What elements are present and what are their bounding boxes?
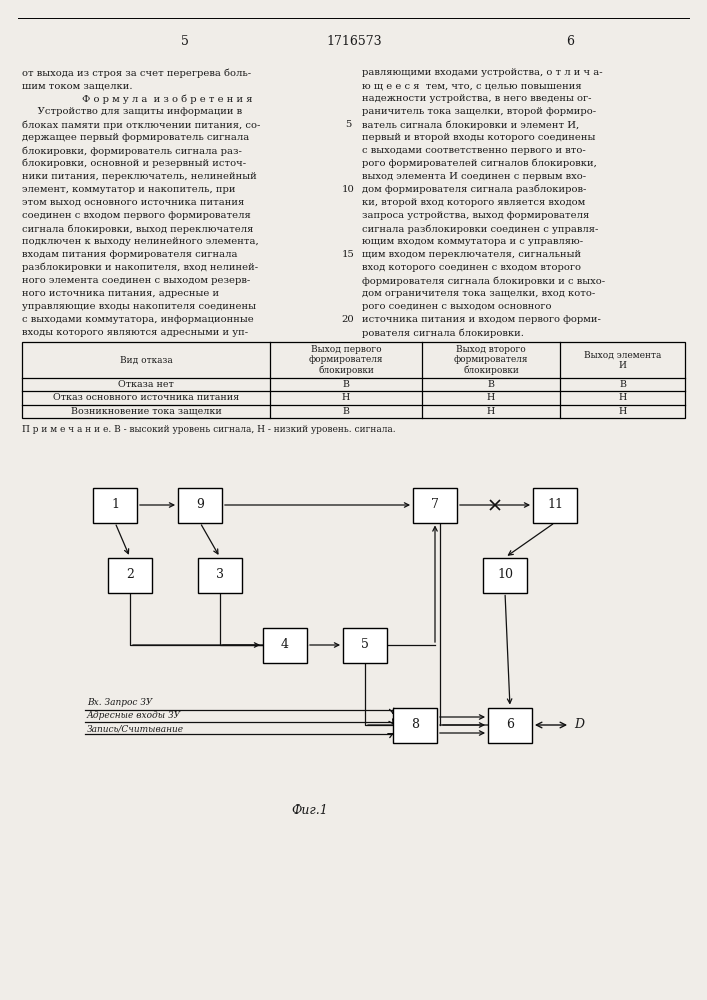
Text: Отказа нет: Отказа нет <box>118 380 174 389</box>
Text: 1716573: 1716573 <box>326 35 382 48</box>
Text: 3: 3 <box>216 568 224 582</box>
Bar <box>198 558 242 592</box>
Text: блокировки, формирователь сигнала раз-: блокировки, формирователь сигнала раз- <box>22 146 242 155</box>
Text: 10: 10 <box>497 568 513 582</box>
Text: сигнала разблокировки соединен с управля-: сигнала разблокировки соединен с управля… <box>362 224 598 233</box>
Text: блокировки: блокировки <box>463 365 519 375</box>
Text: 2: 2 <box>126 568 134 582</box>
Text: ющим входом коммутатора и с управляю-: ющим входом коммутатора и с управляю- <box>362 237 583 246</box>
Text: Запись/Считывание: Запись/Считывание <box>87 724 184 733</box>
Bar <box>413 488 457 522</box>
Text: 4: 4 <box>281 639 289 652</box>
Text: от выхода из строя за счет перегрева боль-: от выхода из строя за счет перегрева бол… <box>22 68 251 78</box>
Text: разблокировки и накопителя, вход нелиней-: разблокировки и накопителя, вход нелиней… <box>22 263 258 272</box>
Bar <box>393 708 437 742</box>
Text: блокировки, основной и резервный источ-: блокировки, основной и резервный источ- <box>22 159 246 168</box>
Text: Н: Н <box>487 393 495 402</box>
Text: 20: 20 <box>341 315 354 324</box>
Text: вход которого соединен с входом второго: вход которого соединен с входом второго <box>362 263 581 272</box>
Text: В: В <box>619 380 626 389</box>
Bar <box>488 708 532 742</box>
Text: ного источника питания, адресные и: ного источника питания, адресные и <box>22 289 219 298</box>
Text: подключен к выходу нелинейного элемента,: подключен к выходу нелинейного элемента, <box>22 237 259 246</box>
Text: Вх. Запрос ЗУ: Вх. Запрос ЗУ <box>87 698 153 707</box>
Text: В: В <box>342 380 349 389</box>
Text: рого соединен с выходом основного: рого соединен с выходом основного <box>362 302 551 311</box>
Text: Адресные входы ЗУ: Адресные входы ЗУ <box>87 711 181 720</box>
Text: 1: 1 <box>111 498 119 512</box>
Text: 7: 7 <box>431 498 439 512</box>
Text: ного элемента соединен с выходом резерв-: ного элемента соединен с выходом резерв- <box>22 276 250 285</box>
Bar <box>108 558 152 592</box>
Text: 15: 15 <box>341 250 354 259</box>
Text: 9: 9 <box>196 498 204 512</box>
Text: формирователя сигнала блокировки и с выхо-: формирователя сигнала блокировки и с вых… <box>362 276 605 286</box>
Text: выход элемента И соединен с первым вхо-: выход элемента И соединен с первым вхо- <box>362 172 586 181</box>
Text: щим входом переключателя, сигнальный: щим входом переключателя, сигнальный <box>362 250 581 259</box>
Bar <box>343 628 387 662</box>
Text: 6: 6 <box>566 35 574 48</box>
Text: с выходами соответственно первого и вто-: с выходами соответственно первого и вто- <box>362 146 586 155</box>
Text: соединен с входом первого формирователя: соединен с входом первого формирователя <box>22 211 251 220</box>
Text: формирователя: формирователя <box>454 356 528 364</box>
Text: Вид отказа: Вид отказа <box>119 356 173 364</box>
Text: Н: Н <box>342 393 350 402</box>
Text: этом выход основного источника питания: этом выход основного источника питания <box>22 198 244 207</box>
Bar <box>178 488 222 522</box>
Text: 11: 11 <box>547 498 563 512</box>
Text: запроса устройства, выход формирователя: запроса устройства, выход формирователя <box>362 211 589 220</box>
Text: ки, второй вход которого является входом: ки, второй вход которого является входом <box>362 198 585 207</box>
Text: П р и м е ч а н и е. В - высокий уровень сигнала, Н - низкий уровень. сигнала.: П р и м е ч а н и е. В - высокий уровень… <box>22 425 396 434</box>
Text: раничитель тока защелки, второй формиро-: раничитель тока защелки, второй формиро- <box>362 107 596 116</box>
Text: Выход второго: Выход второго <box>456 346 526 355</box>
Text: В: В <box>342 407 349 416</box>
Text: рого формирователей сигналов блокировки,: рого формирователей сигналов блокировки, <box>362 159 597 168</box>
Text: ю щ е е с я  тем, что, с целью повышения: ю щ е е с я тем, что, с целью повышения <box>362 81 582 90</box>
Text: рователя сигнала блокировки.: рователя сигнала блокировки. <box>362 328 524 338</box>
Text: И: И <box>619 360 626 369</box>
Text: сигнала блокировки, выход переключателя: сигнала блокировки, выход переключателя <box>22 224 253 233</box>
Text: Ф о р м у л а  и з о б р е т е н и я: Ф о р м у л а и з о б р е т е н и я <box>82 94 252 104</box>
Text: 10: 10 <box>341 185 354 194</box>
Bar <box>263 628 307 662</box>
Text: ники питания, переключатель, нелинейный: ники питания, переключатель, нелинейный <box>22 172 257 181</box>
Text: первый и второй входы которого соединены: первый и второй входы которого соединены <box>362 133 595 142</box>
Bar <box>483 558 527 592</box>
Text: Н: Н <box>487 407 495 416</box>
Text: Фиг.1: Фиг.1 <box>291 804 328 816</box>
Text: 5: 5 <box>181 35 189 48</box>
Text: управляющие входы накопителя соединены: управляющие входы накопителя соединены <box>22 302 256 311</box>
Text: входам питания формирователя сигнала: входам питания формирователя сигнала <box>22 250 238 259</box>
Text: источника питания и входом первого форми-: источника питания и входом первого форми… <box>362 315 601 324</box>
Text: держащее первый формирователь сигнала: держащее первый формирователь сигнала <box>22 133 250 142</box>
Text: с выходами коммутатора, информационные: с выходами коммутатора, информационные <box>22 315 254 324</box>
Text: Устройство для защиты информации в: Устройство для защиты информации в <box>22 107 242 116</box>
Text: В: В <box>488 380 494 389</box>
Text: блоках памяти при отключении питания, со-: блоках памяти при отключении питания, со… <box>22 120 260 129</box>
Text: блокировки: блокировки <box>318 365 374 375</box>
Text: Н: Н <box>619 393 626 402</box>
Text: надежности устройства, в него введены ог-: надежности устройства, в него введены ог… <box>362 94 592 103</box>
Text: равляющими входами устройства, о т л и ч а-: равляющими входами устройства, о т л и ч… <box>362 68 602 77</box>
Text: 6: 6 <box>506 718 514 732</box>
Text: шим током защелки.: шим током защелки. <box>22 81 132 90</box>
Text: Отказ основного источника питания: Отказ основного источника питания <box>53 393 239 402</box>
Text: входы которого являются адресными и уп-: входы которого являются адресными и уп- <box>22 328 248 337</box>
Text: D: D <box>574 718 584 732</box>
Text: элемент, коммутатор и накопитель, при: элемент, коммутатор и накопитель, при <box>22 185 235 194</box>
Text: ватель сигнала блокировки и элемент И,: ватель сигнала блокировки и элемент И, <box>362 120 579 129</box>
Text: Возникновение тока защелки: Возникновение тока защелки <box>71 407 221 416</box>
Bar <box>93 488 137 522</box>
Text: Выход первого: Выход первого <box>310 346 381 355</box>
Text: формирователя: формирователя <box>309 356 383 364</box>
Text: 5: 5 <box>361 639 369 652</box>
Text: Выход элемента: Выход элемента <box>584 351 661 360</box>
Text: дом ограничителя тока защелки, вход кото-: дом ограничителя тока защелки, вход кото… <box>362 289 595 298</box>
Bar <box>22 342 685 418</box>
Text: 5: 5 <box>345 120 351 129</box>
Text: Н: Н <box>619 407 626 416</box>
Text: дом формирователя сигнала разблокиров-: дом формирователя сигнала разблокиров- <box>362 185 586 194</box>
Bar <box>533 488 577 522</box>
Text: 8: 8 <box>411 718 419 732</box>
